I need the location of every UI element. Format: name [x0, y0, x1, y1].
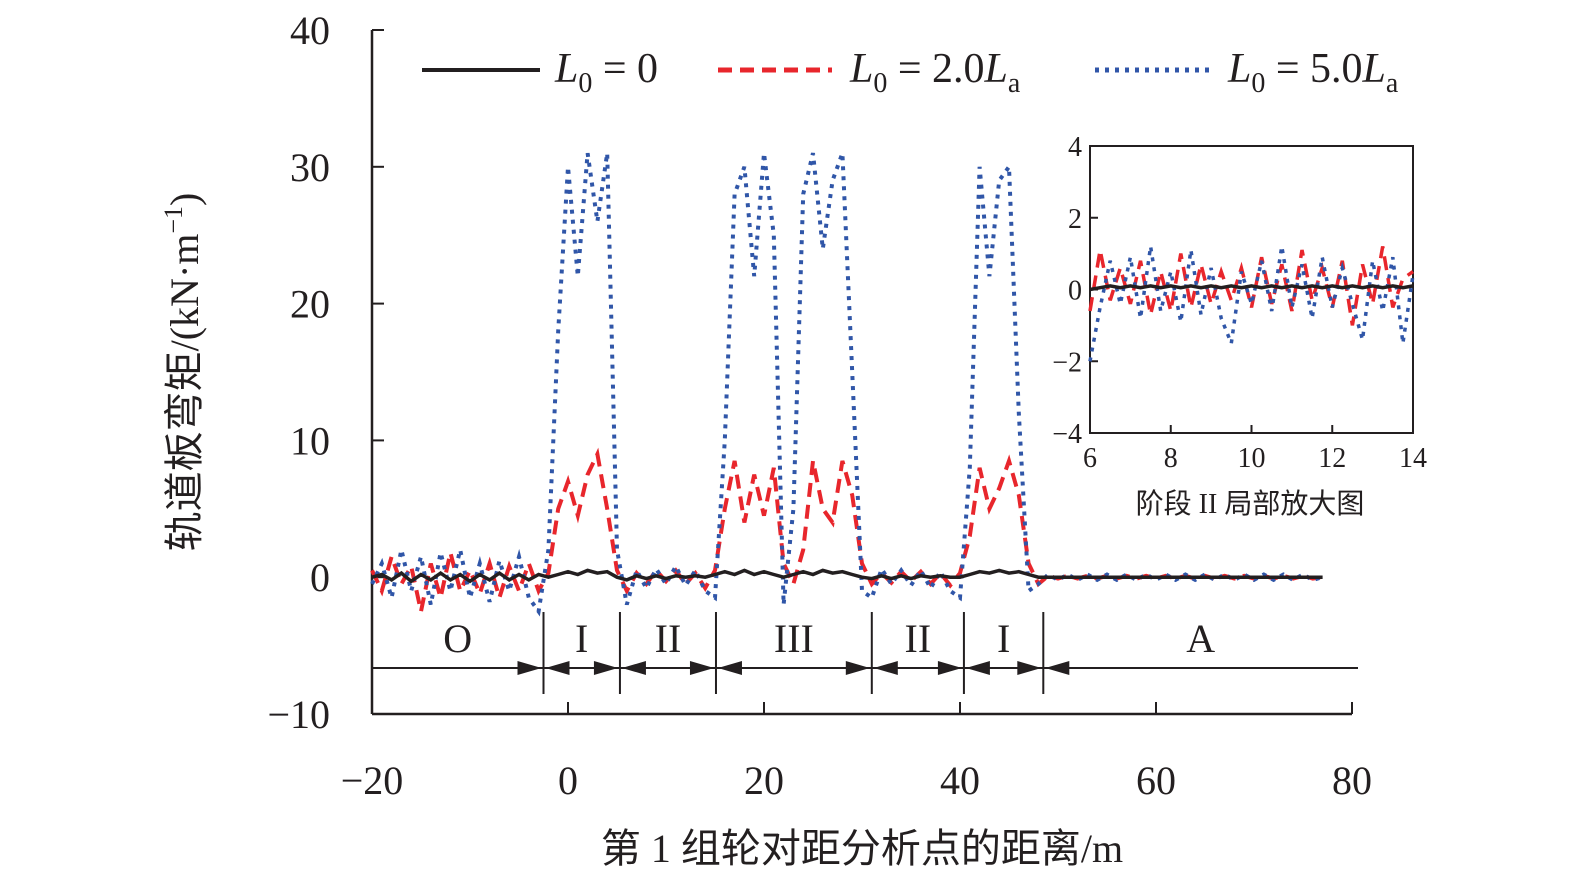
legend-var: L [554, 46, 578, 92]
legend-eq: = 2.0 [887, 46, 984, 92]
y-axis-label: 轨道板弯矩/(kN·m−1) [159, 193, 207, 552]
region-label: O [443, 616, 472, 661]
inset-y-tick-label: 0 [1068, 276, 1082, 307]
x-tick-label: 20 [744, 758, 784, 803]
y-axis-label-end: ) [162, 193, 207, 206]
x-tick-label: 60 [1136, 758, 1176, 803]
inset-y-tick-label: 4 [1068, 132, 1082, 163]
region-label: II [655, 616, 682, 661]
legend-label: L0 = 2.0La [849, 46, 1021, 99]
inset-x-tick-label: 14 [1399, 443, 1427, 474]
inset-y-tick-label: −2 [1052, 347, 1082, 378]
inset-series-line-0 [1089, 284, 1414, 292]
y-tick-label: 20 [290, 282, 330, 327]
region-arrow [689, 661, 714, 675]
region-arrow [621, 661, 646, 675]
inset-series-line-2 [1088, 246, 1415, 362]
legend-var: L [849, 46, 873, 92]
legend-sub: 0 [578, 68, 592, 99]
legend-label: L0 = 0 [554, 46, 658, 99]
region-arrow [873, 661, 898, 675]
region-arrow [1017, 661, 1042, 675]
inset-x-tick-label: 8 [1164, 443, 1178, 474]
x-tick-label: 0 [558, 758, 578, 803]
legend-sub2: a [1386, 68, 1399, 99]
y-tick-label: 40 [290, 8, 330, 53]
series-line-0 [371, 568, 1323, 584]
series-line-1 [370, 447, 1323, 612]
region-label: I [575, 616, 588, 661]
legend-var: L [1227, 46, 1251, 92]
y-axis-label-main: 轨道板弯矩/(kN·m [162, 234, 207, 552]
x-tick-label: −20 [341, 758, 404, 803]
inset-y-tick-label: 2 [1068, 204, 1082, 235]
region-label: I [997, 616, 1010, 661]
legend-sub: 0 [1251, 68, 1265, 99]
legend-eq: = 5.0 [1265, 46, 1362, 92]
legend-sub2: a [1008, 68, 1021, 99]
inset-frame [1089, 145, 1414, 434]
y-tick-label: 30 [290, 145, 330, 190]
region-arrow [845, 661, 870, 675]
region-arrow [545, 661, 570, 675]
inset-title: 阶段 II 局部放大图 [1136, 488, 1365, 520]
y-axis-label-sup: −1 [159, 206, 188, 234]
inset-series-line-1 [1088, 246, 1415, 326]
legend-label: L0 = 5.0La [1227, 46, 1399, 99]
inset-y-tick-label: −4 [1052, 419, 1082, 450]
region-arrow [517, 661, 542, 675]
x-tick-label: 80 [1332, 758, 1372, 803]
legend-var2: L [984, 46, 1008, 92]
region-arrow [717, 661, 742, 675]
y-tick-label: 0 [310, 555, 330, 600]
legend-sub: 0 [873, 68, 887, 99]
legend-eq: = 0 [592, 46, 658, 92]
x-axis-label: 第 1 组轮对距分析点的距离/m [601, 826, 1123, 871]
region-label: III [774, 616, 814, 661]
region-label: A [1186, 616, 1215, 661]
legend-var2: L [1362, 46, 1386, 92]
inset-x-tick-label: 12 [1318, 443, 1346, 474]
region-arrow [593, 661, 618, 675]
inset-x-tick-label: 10 [1238, 443, 1266, 474]
region-arrow [937, 661, 962, 675]
inset-x-tick-label: 6 [1083, 443, 1097, 474]
region-label: II [905, 616, 932, 661]
y-tick-label: −10 [267, 692, 330, 737]
region-arrow [1045, 661, 1070, 675]
x-tick-label: 40 [940, 758, 980, 803]
region-arrow [965, 661, 990, 675]
y-tick-label: 10 [290, 418, 330, 463]
